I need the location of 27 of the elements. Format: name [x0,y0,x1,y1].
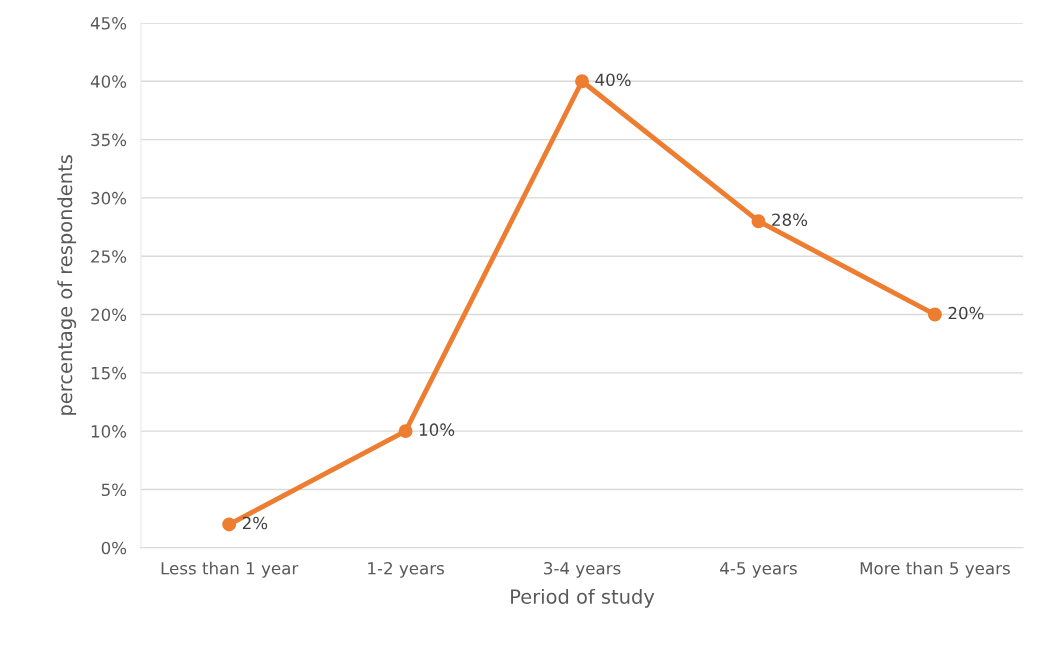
x-tick-label: Less than 1 year [161,561,299,578]
y-tick-label: 35% [91,133,127,147]
y-tick-label: 10% [91,425,127,438]
x-tick-label: More than 5 years [860,561,1010,578]
x-tick-label: 1-2 years [368,561,444,578]
y-tick-label: 15% [91,366,127,380]
y-tick-label: 45% [90,16,127,30]
point [398,424,413,439]
x-tick-label: 3-4 years [544,561,621,578]
data-label: 10% [419,423,455,436]
data-label: 2% [242,516,268,530]
point [751,214,766,229]
y-axis-title: percentage of respondents [57,155,77,415]
y-tick-label: 0% [101,541,127,555]
data-label: 20% [948,306,984,320]
x-axis-title: Period of study [511,588,655,608]
y-tick-label: 25% [91,250,127,263]
point [927,307,942,322]
point [575,74,589,89]
y-tick-label: 20% [91,308,127,322]
y-tick-label: 40% [90,75,127,88]
y-tick-label: 5% [101,483,127,497]
data-label: 40% [595,73,631,87]
data-label: 28% [772,213,808,227]
point [222,517,237,532]
y-tick-label: 30% [91,191,127,205]
x-tick-label: 4-5 years [720,562,797,578]
